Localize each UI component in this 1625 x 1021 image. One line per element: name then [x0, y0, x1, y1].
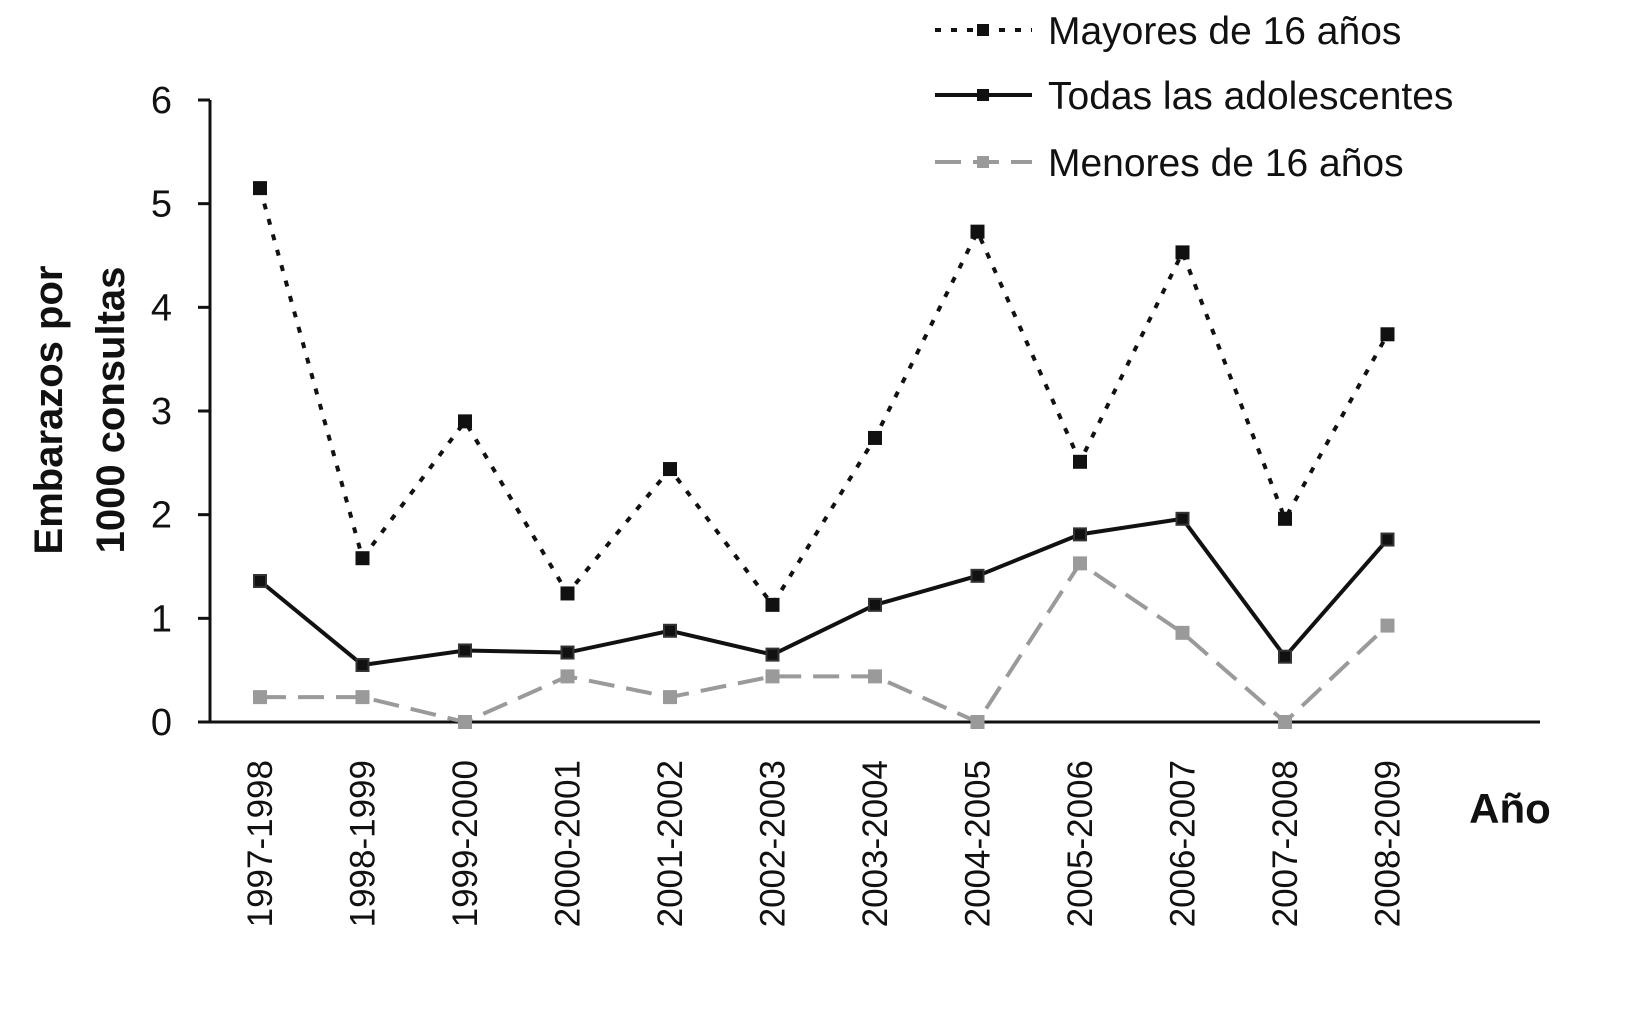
data-point [1073, 454, 1087, 469]
data-point [765, 647, 780, 662]
data-point [458, 414, 472, 429]
y-tick-label: 0 [151, 702, 172, 744]
legend-label: Mayores de 16 años [1048, 10, 1401, 53]
y-tick-label: 4 [151, 287, 172, 329]
data-point [663, 690, 677, 705]
data-point [868, 597, 882, 612]
y-tick-label: 1 [151, 598, 172, 640]
y-tick-label: 5 [151, 184, 172, 226]
data-point [1073, 527, 1087, 542]
data-point [663, 462, 677, 477]
data-point [355, 690, 370, 705]
data-point [458, 643, 472, 658]
data-point [458, 715, 472, 729]
x-tick-label: 2004-2005 [959, 760, 998, 927]
data-point [253, 181, 267, 196]
data-point [765, 669, 780, 684]
x-tick-label: 1999-2000 [446, 760, 485, 927]
y-tick-label: 6 [151, 80, 172, 122]
y-axis-label: Embarazos por 1000 consultas [27, 266, 133, 555]
y-axis-label-line: Embarazos por [27, 266, 71, 555]
y-tick-label: 2 [151, 495, 172, 537]
data-point [1175, 625, 1190, 640]
x-axis-label: Año [1469, 785, 1551, 832]
data-point [1175, 511, 1190, 526]
data-point [1380, 618, 1395, 633]
data-point [1278, 715, 1292, 729]
legend-label: Todas las adolescentes [1048, 75, 1453, 118]
data-point [1175, 245, 1190, 260]
data-point [970, 568, 985, 583]
legend-marker [977, 156, 989, 168]
data-point [1380, 532, 1395, 547]
data-point [560, 645, 575, 660]
data-point [1380, 327, 1395, 342]
data-point [970, 715, 985, 729]
data-point [560, 586, 575, 601]
legend-label: Menores de 16 años [1048, 142, 1404, 185]
series-line-0 [258, 187, 1390, 609]
x-tick-label: 2002-2003 [754, 760, 793, 927]
data-point [355, 657, 370, 672]
data-point [765, 597, 780, 612]
y-tick-label: 3 [151, 391, 172, 433]
x-tick-label: 1998-1999 [344, 760, 383, 927]
x-tick-label: 2005-2006 [1061, 760, 1100, 927]
data-point [868, 430, 882, 445]
y-axis-label-line: 1000 consultas [89, 267, 133, 554]
series-line-2 [260, 560, 1389, 725]
x-tick-label: 2001-2002 [651, 760, 690, 927]
data-point [560, 669, 575, 684]
series-line-1 [258, 516, 1390, 668]
legend-marker [977, 24, 989, 36]
x-tick-label: 2003-2004 [856, 760, 895, 927]
data-point [1278, 511, 1292, 526]
x-tick-label: 2000-2001 [549, 760, 588, 927]
x-tick-label: 2007-2008 [1266, 760, 1305, 927]
data-point [970, 224, 985, 239]
data-point [868, 669, 882, 684]
data-point [355, 551, 370, 566]
x-tick-label: 2006-2007 [1164, 760, 1203, 927]
legend-marker [977, 89, 989, 101]
data-point [253, 574, 267, 589]
data-point [253, 690, 267, 705]
x-tick-label: 2008-2009 [1369, 760, 1408, 927]
x-tick-label: 1997-1998 [241, 760, 280, 927]
data-point [1278, 649, 1292, 664]
data-point [1073, 556, 1087, 571]
data-point [663, 623, 677, 638]
